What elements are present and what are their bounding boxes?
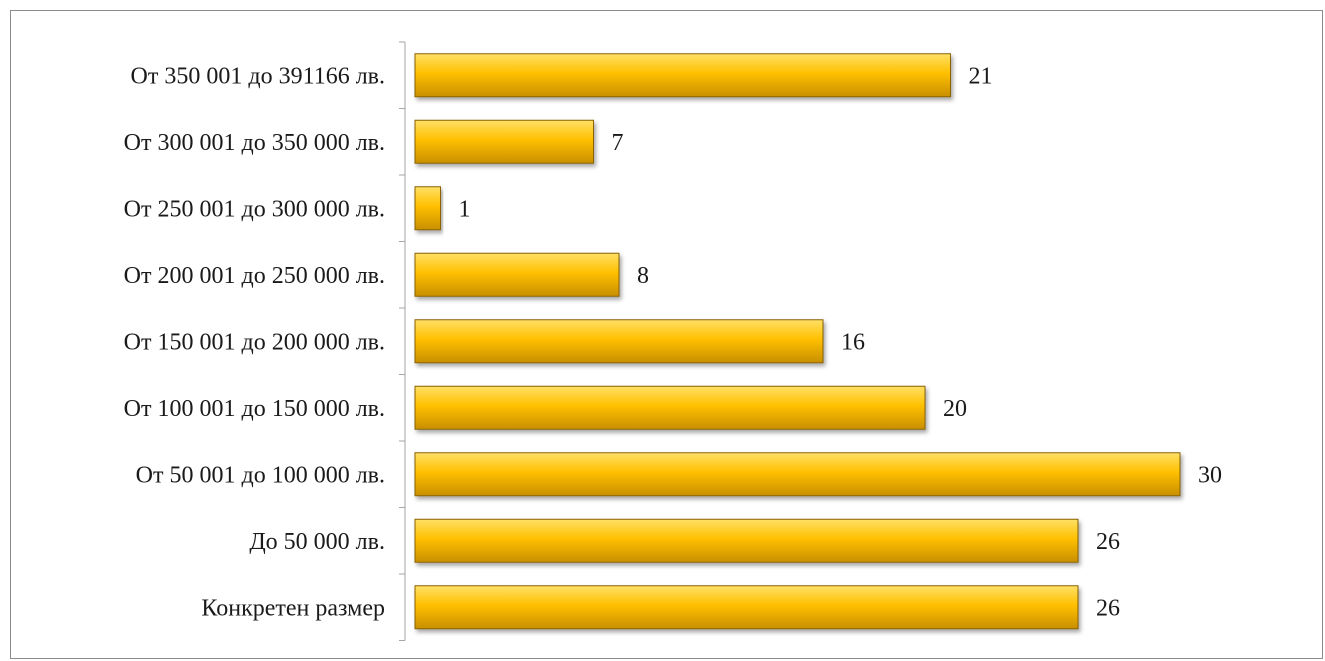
bar [414,585,1079,630]
bar [414,518,1079,563]
category-label: От 250 001 до 300 000 лв. [124,196,385,222]
value-label: 16 [841,329,865,355]
bar [414,319,824,364]
bar [414,53,951,98]
value-label: 20 [943,396,967,422]
category-label: От 300 001 до 350 000 лв. [124,130,385,156]
bar [414,119,594,164]
category-label: До 50 000 лв. [249,529,385,555]
value-label: 26 [1096,529,1120,555]
category-label: От 350 001 до 391166 лв. [131,63,385,89]
category-label: Конкретен размер [201,595,385,621]
category-label: От 50 001 до 100 000 лв. [136,462,385,488]
value-label: 7 [612,130,624,156]
value-labels: 21 7 1 8 16 20 30 26 26 [459,63,1223,621]
bar [414,385,926,430]
category-label: От 100 001 до 150 000 лв. [124,396,385,422]
value-label: 30 [1198,462,1222,488]
category-label: От 150 001 до 200 000 лв. [124,329,385,355]
value-label: 21 [969,63,993,89]
category-axis [399,41,406,641]
value-label: 8 [637,263,649,289]
category-label: От 200 001 до 250 000 лв. [124,263,385,289]
bars [414,53,1181,630]
bar [414,252,620,297]
value-label: 26 [1096,595,1120,621]
value-label: 1 [459,196,471,222]
bar [414,186,441,231]
category-labels: От 350 001 до 391166 лв. От 300 001 до 35… [124,63,385,621]
bar [414,452,1181,497]
